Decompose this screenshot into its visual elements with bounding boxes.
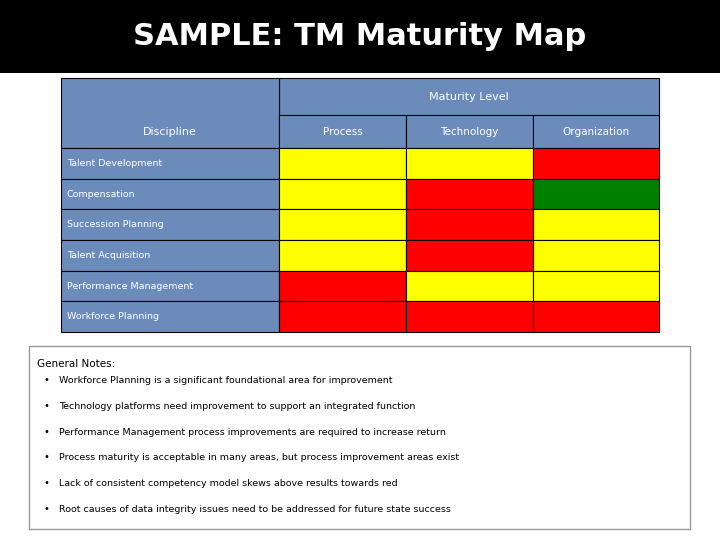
Text: Talent Acquisition: Talent Acquisition — [67, 251, 150, 260]
Text: Workforce Planning is a significant foundational area for improvement: Workforce Planning is a significant foun… — [59, 376, 392, 386]
Text: Process maturity is acceptable in many areas, but process improvement areas exis: Process maturity is acceptable in many a… — [59, 454, 459, 462]
Text: Technology: Technology — [440, 126, 498, 137]
Bar — [61, 148, 279, 179]
Bar — [406, 210, 533, 240]
Text: •: • — [43, 401, 49, 411]
Text: Technology platforms need improvement to support an integrated function: Technology platforms need improvement to… — [59, 402, 415, 411]
Bar — [406, 240, 533, 271]
Text: •: • — [43, 453, 49, 462]
Bar — [61, 301, 279, 332]
Bar — [406, 271, 533, 301]
Bar — [533, 210, 660, 240]
Text: Root causes of data integrity issues need to be addressed for future state succe: Root causes of data integrity issues nee… — [59, 504, 451, 514]
Bar — [279, 148, 406, 179]
Bar — [533, 179, 660, 210]
Text: Organization: Organization — [562, 126, 629, 137]
Bar — [279, 210, 406, 240]
Text: Compensation: Compensation — [67, 190, 135, 199]
Bar — [406, 148, 533, 179]
Bar — [406, 179, 533, 210]
Text: Succession Planning: Succession Planning — [67, 220, 163, 230]
Text: •: • — [43, 478, 49, 488]
Bar — [279, 301, 406, 332]
Text: Performance Management: Performance Management — [67, 281, 193, 291]
Bar — [279, 78, 660, 115]
Text: Lack of consistent competency model skews above results towards red: Lack of consistent competency model skew… — [59, 479, 397, 488]
Bar — [61, 78, 279, 148]
Text: General Notes:: General Notes: — [37, 359, 116, 369]
Bar — [0, 0, 720, 73]
Bar — [533, 148, 660, 179]
Bar — [533, 240, 660, 271]
Text: Performance Management process improvements are required to increase return: Performance Management process improveme… — [59, 428, 446, 437]
Text: Talent Development: Talent Development — [67, 159, 162, 168]
Bar — [61, 271, 279, 301]
Text: SAMPLE: TM Maturity Map: SAMPLE: TM Maturity Map — [133, 22, 587, 51]
Bar — [279, 179, 406, 210]
Text: Maturity Level: Maturity Level — [430, 92, 509, 102]
Text: Workforce Planning: Workforce Planning — [67, 312, 159, 321]
Bar — [61, 210, 279, 240]
Bar — [406, 115, 533, 148]
Bar — [29, 346, 690, 529]
Bar — [533, 271, 660, 301]
Text: •: • — [43, 503, 49, 514]
Text: •: • — [43, 427, 49, 437]
Text: •: • — [43, 375, 49, 386]
Bar — [533, 301, 660, 332]
Bar — [406, 301, 533, 332]
Bar — [533, 115, 660, 148]
Text: Process: Process — [323, 126, 363, 137]
Bar — [61, 179, 279, 210]
Text: Discipline: Discipline — [143, 126, 197, 137]
Bar — [279, 240, 406, 271]
Bar — [279, 271, 406, 301]
Bar — [61, 240, 279, 271]
Bar — [279, 115, 406, 148]
